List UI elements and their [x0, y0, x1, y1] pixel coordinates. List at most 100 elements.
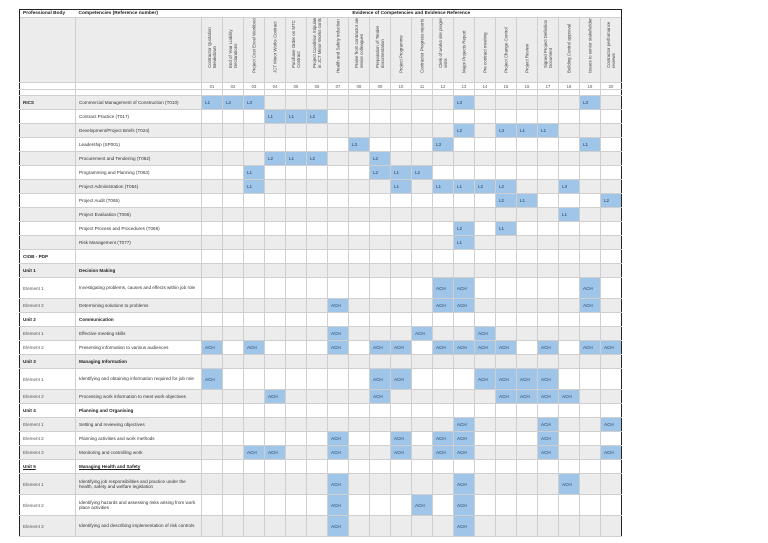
empty-cell — [327, 354, 349, 369]
empty-cell — [453, 207, 475, 222]
empty-cell — [600, 389, 622, 404]
empty-cell — [537, 277, 559, 299]
evidence-column-header: Clerk of works site progress visits — [432, 17, 454, 83]
evidence-level-cell: L1 — [285, 109, 307, 124]
empty-cell — [306, 354, 328, 369]
empty-cell — [516, 403, 538, 418]
empty-cell — [537, 459, 559, 474]
empty-cell — [474, 165, 496, 180]
empty-cell — [306, 515, 328, 537]
empty-cell — [474, 431, 496, 446]
empty-cell — [474, 109, 496, 124]
element-row: Element 1 Effective meeting skills ACH ACH A… — [19, 326, 622, 341]
empty-cell — [516, 312, 538, 327]
empty-cell — [285, 389, 307, 404]
empty-cell — [222, 431, 244, 446]
evidence-level-cell: ACH — [453, 277, 475, 299]
empty-cell — [243, 109, 265, 124]
empty-cell — [579, 312, 601, 327]
empty-cell — [327, 95, 349, 110]
empty-cell — [285, 354, 307, 369]
evidence-column-number: 10 — [390, 82, 412, 90]
empty-cell — [285, 473, 307, 495]
empty-cell — [453, 193, 475, 208]
empty-cell — [432, 221, 454, 236]
empty-cell — [348, 207, 370, 222]
row-description: Risk Management (T077) — [75, 235, 202, 250]
empty-cell — [516, 165, 538, 180]
empty-cell — [474, 123, 496, 138]
empty-cell — [201, 263, 223, 278]
empty-cell — [495, 431, 517, 446]
empty-cell — [558, 109, 580, 124]
empty-cell — [453, 354, 475, 369]
row-body-label: Unit 3 — [19, 354, 76, 369]
empty-cell — [474, 193, 496, 208]
evidence-level-cell: L2 — [495, 193, 517, 208]
empty-cell — [390, 459, 412, 474]
blank-cell — [75, 17, 202, 83]
evidence-level-cell: ACH — [201, 340, 223, 355]
evidence-level-cell: L1 — [495, 221, 517, 236]
row-body-label: Element 1 — [19, 368, 76, 390]
unit-row: Unit 2 Communication — [19, 312, 622, 327]
row-body-label: Element 3 — [19, 515, 76, 537]
evidence-column-header: Preparation of Tender documentation — [369, 17, 391, 83]
empty-cell — [201, 494, 223, 516]
empty-cell — [222, 235, 244, 250]
empty-cell — [474, 494, 496, 516]
empty-cell — [600, 221, 622, 236]
blank-cell — [75, 82, 202, 90]
evidence-level-cell: ACH — [411, 326, 433, 341]
evidence-level-cell: ACH — [369, 368, 391, 390]
empty-cell — [453, 368, 475, 390]
empty-cell — [537, 298, 559, 313]
element-row: Element 3 Identifying and describing impl… — [19, 515, 622, 537]
evidence-level-cell: ACH — [495, 389, 517, 404]
empty-cell — [579, 235, 601, 250]
empty-cell — [369, 123, 391, 138]
empty-cell — [516, 179, 538, 194]
row-body-label — [19, 179, 76, 194]
empty-cell — [579, 354, 601, 369]
empty-cell — [516, 95, 538, 110]
empty-cell — [369, 445, 391, 460]
evidence-level-cell: ACH — [432, 340, 454, 355]
row-description: Managing Information — [75, 354, 202, 369]
evidence-level-cell: ACH — [453, 417, 475, 432]
empty-cell — [243, 123, 265, 138]
evidence-column-number: 17 — [537, 82, 559, 90]
empty-cell — [306, 165, 328, 180]
empty-cell — [411, 123, 433, 138]
empty-cell — [348, 515, 370, 537]
empty-cell — [516, 277, 538, 299]
empty-cell — [243, 151, 265, 166]
empty-cell — [285, 445, 307, 460]
empty-cell — [327, 312, 349, 327]
empty-cell — [201, 123, 223, 138]
empty-cell — [411, 221, 433, 236]
empty-cell — [474, 459, 496, 474]
empty-cell — [348, 151, 370, 166]
empty-cell — [411, 193, 433, 208]
empty-cell — [558, 298, 580, 313]
evidence-column-header: Health and Safety induction — [327, 17, 349, 83]
empty-cell — [600, 459, 622, 474]
empty-cell — [306, 298, 328, 313]
empty-cell — [327, 459, 349, 474]
competency-row: CIOB - PDP — [19, 249, 622, 264]
empty-cell — [579, 389, 601, 404]
empty-cell — [432, 473, 454, 495]
empty-cell — [369, 354, 391, 369]
empty-cell — [369, 326, 391, 341]
empty-cell — [495, 445, 517, 460]
empty-cell — [222, 515, 244, 537]
empty-cell — [537, 221, 559, 236]
element-row: Element 2 Processing work information to … — [19, 389, 622, 404]
empty-cell — [558, 417, 580, 432]
empty-cell — [222, 249, 244, 264]
evidence-level-cell: ACH — [537, 417, 559, 432]
empty-cell — [264, 326, 286, 341]
empty-cell — [348, 298, 370, 313]
evidence-level-cell: ACH — [432, 445, 454, 460]
